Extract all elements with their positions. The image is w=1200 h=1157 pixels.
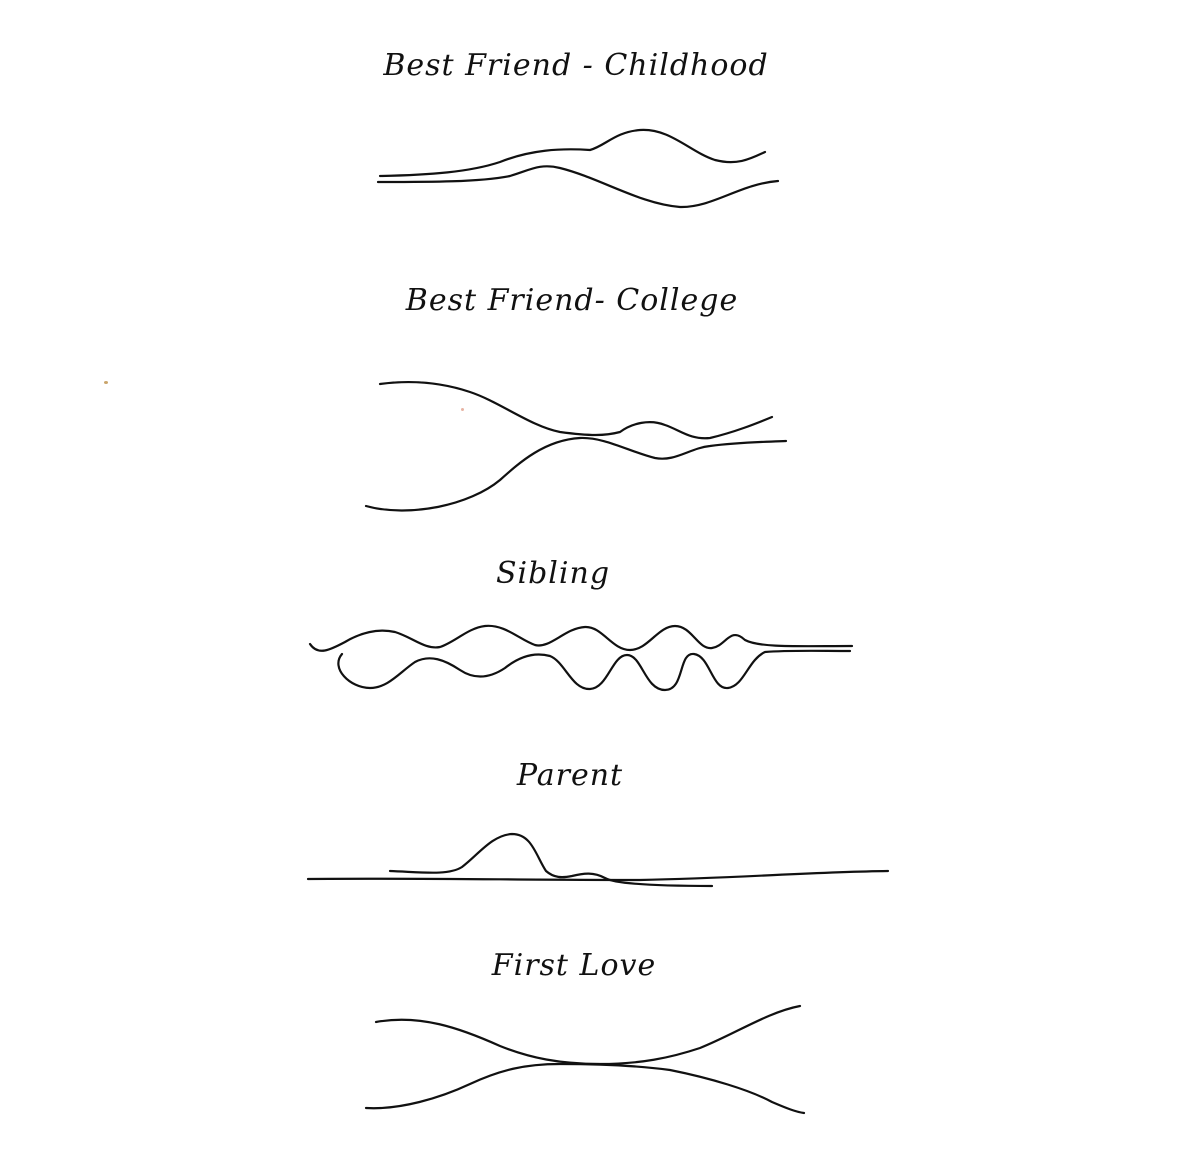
line-lower (376, 165, 780, 209)
diagram-title-best-friend-college: Best Friend- College (405, 283, 739, 318)
diagram-first-love (364, 1004, 806, 1115)
diagram-title-parent: Parent (516, 758, 624, 793)
diagram-best-friend-childhood (376, 128, 780, 209)
diagram-title-sibling: Sibling (495, 556, 611, 591)
paper-speck (461, 408, 464, 411)
line-baseline (306, 869, 890, 882)
line-lower (337, 649, 852, 692)
line-upper (308, 624, 854, 652)
line-bump (388, 832, 714, 888)
line-lower (364, 1062, 806, 1115)
diagram-title-best-friend-childhood: Best Friend - Childhood (383, 48, 769, 83)
line-lower (364, 436, 788, 512)
diagram-sibling (308, 624, 854, 692)
line-upper (378, 128, 767, 178)
line-upper (378, 380, 774, 440)
paper-speck (104, 381, 108, 384)
line-upper (374, 1004, 802, 1066)
diagram-best-friend-college (364, 380, 788, 512)
diagram-title-first-love: First Love (491, 948, 657, 983)
diagram-parent (306, 832, 890, 888)
